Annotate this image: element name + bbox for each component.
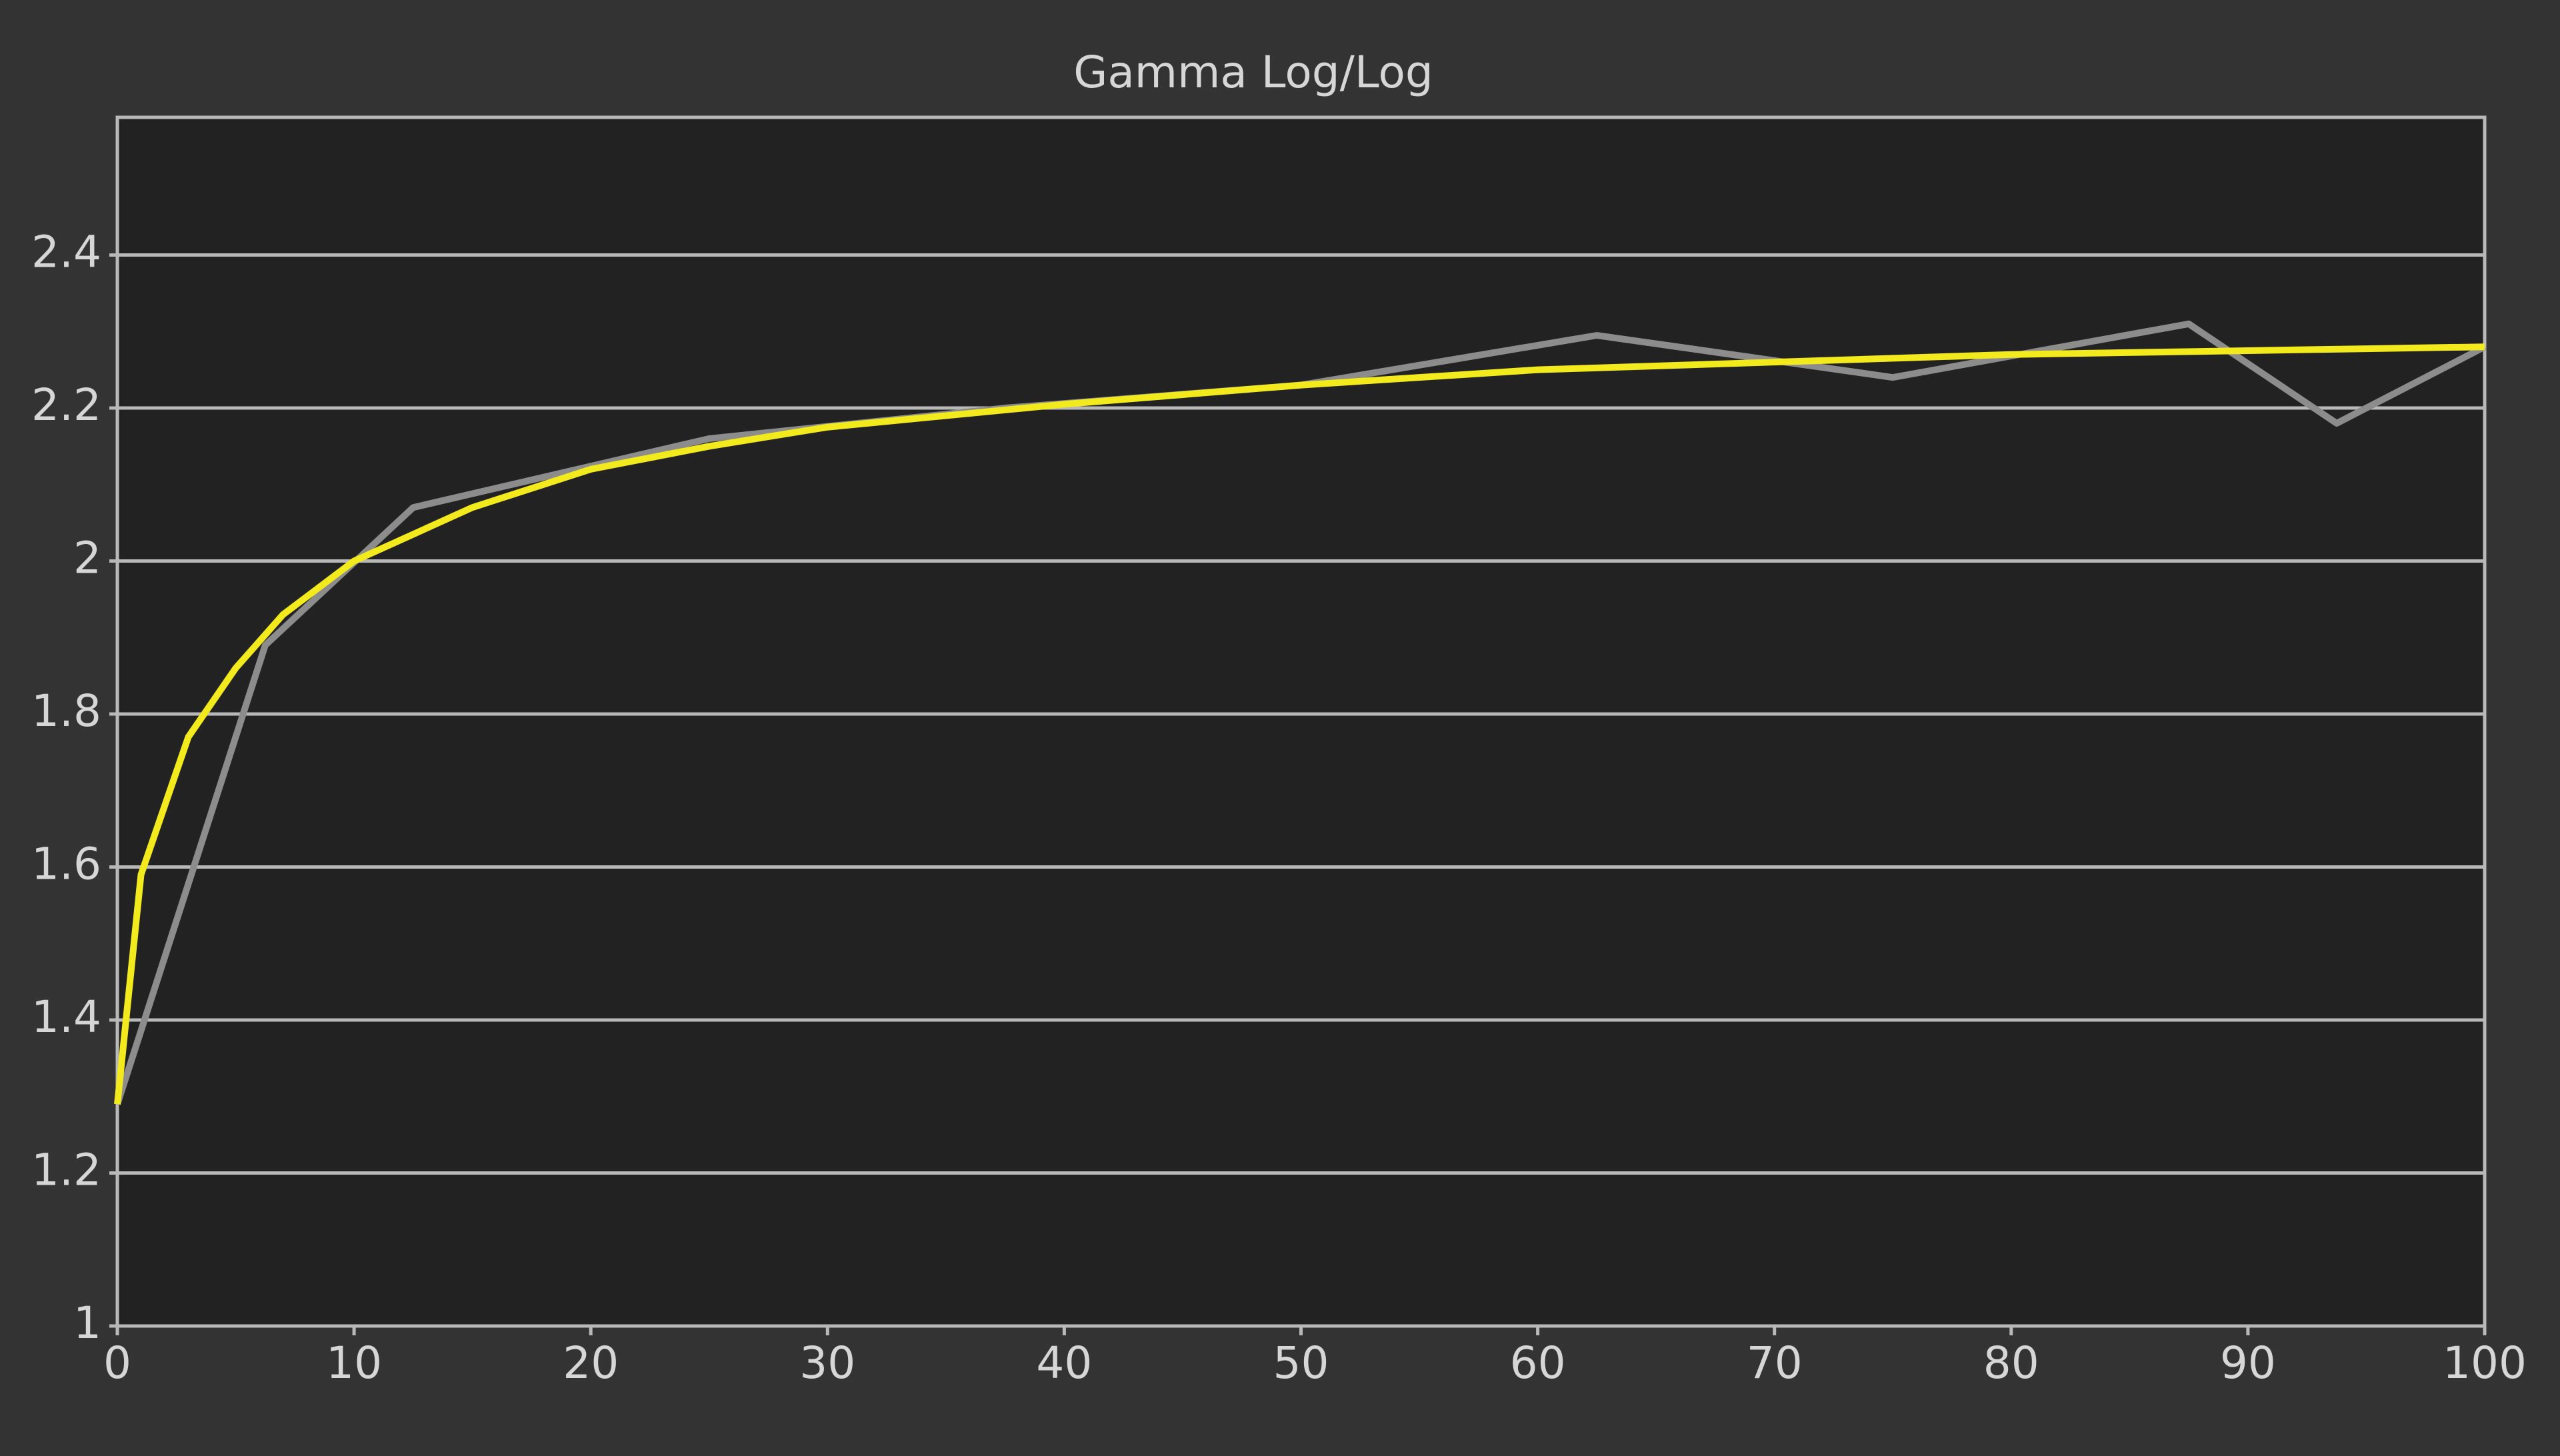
data-line (114, 343, 2485, 1105)
y-tick-label: 2.4 (31, 227, 101, 278)
x-tick-label: 60 (1510, 1337, 1566, 1389)
chart-title: Gamma Log/Log (1073, 47, 1433, 98)
x-tick-label: 80 (1983, 1337, 2039, 1389)
x-tick-label: 50 (1273, 1337, 1329, 1389)
y-tick-label: 2.2 (31, 379, 101, 431)
x-tick-label: 30 (799, 1337, 855, 1389)
x-tick-label: 100 (2443, 1337, 2527, 1389)
x-tick-label: 20 (563, 1337, 619, 1389)
y-tick-label: 1.4 (31, 991, 101, 1043)
y-tick-label: 1.8 (31, 685, 101, 737)
y-tick-label: 2 (73, 533, 101, 584)
y-tick-label: 1.6 (31, 839, 101, 890)
plot-area (115, 115, 2487, 1328)
y-tick-label: 1 (73, 1297, 101, 1349)
x-tick-label: 0 (103, 1337, 131, 1389)
x-tick-label: 10 (326, 1337, 382, 1389)
x-tick-label: 70 (1747, 1337, 1803, 1389)
x-tick-label: 40 (1036, 1337, 1092, 1389)
y-tick-label: 1.2 (31, 1145, 101, 1196)
x-tick-label: 90 (2220, 1337, 2276, 1389)
